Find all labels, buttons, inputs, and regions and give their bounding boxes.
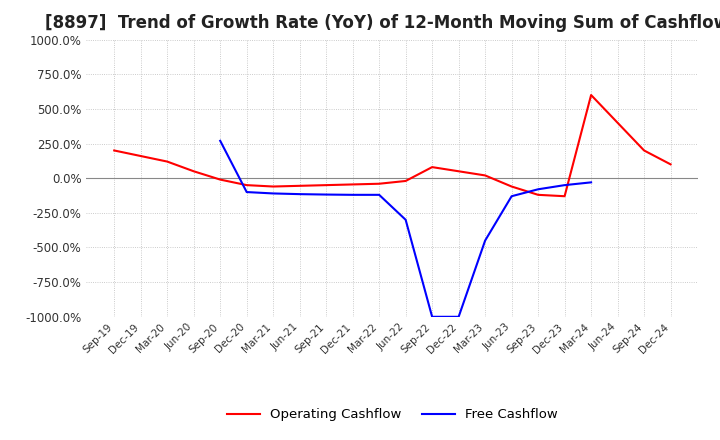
Legend: Operating Cashflow, Free Cashflow: Operating Cashflow, Free Cashflow (222, 403, 563, 427)
Operating Cashflow (508, 184, 516, 189)
Operating Cashflow (428, 165, 436, 170)
Operating Cashflow (560, 194, 569, 199)
Free Cashflow (428, 314, 436, 319)
Operating Cashflow (216, 177, 225, 182)
Free Cashflow (587, 180, 595, 185)
Operating Cashflow (189, 169, 198, 174)
Free Cashflow (481, 238, 490, 243)
Free Cashflow (560, 183, 569, 188)
Operating Cashflow (481, 173, 490, 178)
Operating Cashflow (454, 169, 463, 174)
Operating Cashflow (295, 183, 304, 188)
Free Cashflow (269, 191, 277, 196)
Free Cashflow (322, 192, 330, 197)
Operating Cashflow (136, 154, 145, 159)
Operating Cashflow (375, 181, 384, 187)
Free Cashflow (534, 187, 542, 192)
Operating Cashflow (401, 178, 410, 183)
Line: Operating Cashflow: Operating Cashflow (114, 95, 670, 196)
Free Cashflow (243, 189, 251, 194)
Line: Free Cashflow: Free Cashflow (220, 141, 591, 317)
Operating Cashflow (243, 183, 251, 188)
Operating Cashflow (269, 184, 277, 189)
Operating Cashflow (163, 159, 171, 164)
Free Cashflow (375, 192, 384, 198)
Operating Cashflow (322, 183, 330, 188)
Operating Cashflow (110, 148, 119, 153)
Operating Cashflow (587, 92, 595, 98)
Operating Cashflow (613, 120, 622, 125)
Free Cashflow (454, 314, 463, 319)
Free Cashflow (508, 194, 516, 199)
Free Cashflow (401, 217, 410, 222)
Operating Cashflow (534, 192, 542, 198)
Operating Cashflow (348, 182, 357, 187)
Free Cashflow (295, 191, 304, 197)
Operating Cashflow (666, 161, 675, 167)
Free Cashflow (216, 138, 225, 143)
Title: [8897]  Trend of Growth Rate (YoY) of 12-Month Moving Sum of Cashflows: [8897] Trend of Growth Rate (YoY) of 12-… (45, 15, 720, 33)
Operating Cashflow (640, 148, 649, 153)
Free Cashflow (348, 192, 357, 198)
